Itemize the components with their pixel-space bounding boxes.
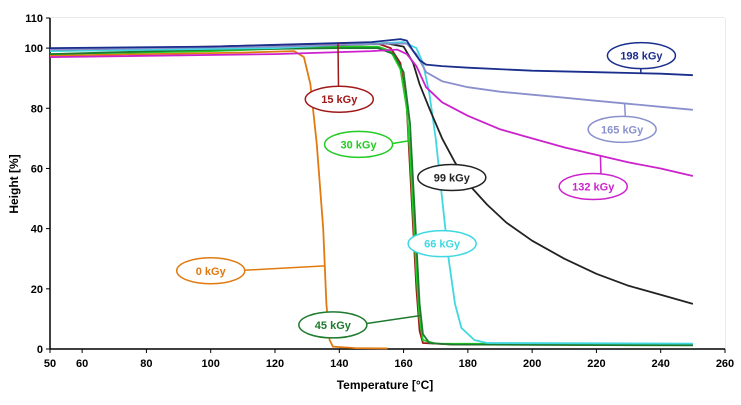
x-tick-label: 180 xyxy=(459,358,477,370)
label-bubble xyxy=(175,257,246,285)
x-axis-label: Temperature [°C] xyxy=(337,378,434,392)
label-bubble xyxy=(417,163,487,192)
series-label: 198 kGy xyxy=(620,51,663,63)
label-bubble xyxy=(558,172,628,201)
x-tick-label: 120 xyxy=(266,358,284,370)
y-tick-label: 110 xyxy=(25,13,43,25)
series-line xyxy=(49,42,693,111)
series-label: 165 kGy xyxy=(601,124,644,136)
label-bubble xyxy=(298,311,368,339)
x-tick-label: 50 xyxy=(44,358,56,370)
series-label: 0 kGy xyxy=(196,266,227,278)
label-leader-line xyxy=(392,140,410,145)
x-tick-label: 240 xyxy=(652,358,670,370)
series-line xyxy=(49,38,693,77)
y-tick-label: 40 xyxy=(31,224,43,236)
label-bubble xyxy=(606,41,677,70)
series-label: 30 kGy xyxy=(341,139,378,151)
y-tick-label: 80 xyxy=(31,103,43,115)
label-bubble xyxy=(407,229,477,258)
series-labels: 0 kGy 15 kGy 30 kGy 45 kGy 66 kGy 99 kGy 132 k… xyxy=(175,41,677,339)
series-line xyxy=(49,45,693,346)
x-tick-label: 260 xyxy=(716,358,734,370)
y-tick-label: 60 xyxy=(31,163,43,175)
label-leader-line xyxy=(337,43,340,87)
tick-labels: 50 60 80 100 120 140 160 180 200 220 240 260 0 20 40 60… xyxy=(25,13,735,370)
series-line xyxy=(49,48,694,177)
y-tick-label: 20 xyxy=(31,284,43,296)
x-tick-label: 140 xyxy=(330,358,348,370)
x-tick-label: 80 xyxy=(140,358,152,370)
x-tick-label: 220 xyxy=(587,358,605,370)
label-bubble xyxy=(323,130,394,159)
series-label: 15 kGy xyxy=(321,94,358,106)
label-bubble xyxy=(304,85,375,113)
x-tick-label: 100 xyxy=(202,358,220,370)
label-leader-line xyxy=(599,155,602,174)
series-line xyxy=(49,50,388,350)
x-tick-label: 160 xyxy=(394,358,412,370)
series-label: 66 kGy xyxy=(424,239,461,251)
x-tick-label: 200 xyxy=(523,358,541,370)
y-tick-label: 100 xyxy=(25,43,43,55)
series-label: 45 kGy xyxy=(315,320,352,332)
label-leader-line xyxy=(623,103,627,117)
y-tick-label: 0 xyxy=(37,344,43,356)
label-leader-line xyxy=(366,314,421,325)
series-label: 132 kGy xyxy=(572,182,615,194)
x-tick-label: 60 xyxy=(76,358,88,370)
series-label: 99 kGy xyxy=(434,172,471,184)
y-axis-label: Height [%] xyxy=(7,154,21,213)
label-leader-line xyxy=(244,265,325,271)
series-line xyxy=(49,47,693,347)
label-bubble xyxy=(587,115,657,144)
